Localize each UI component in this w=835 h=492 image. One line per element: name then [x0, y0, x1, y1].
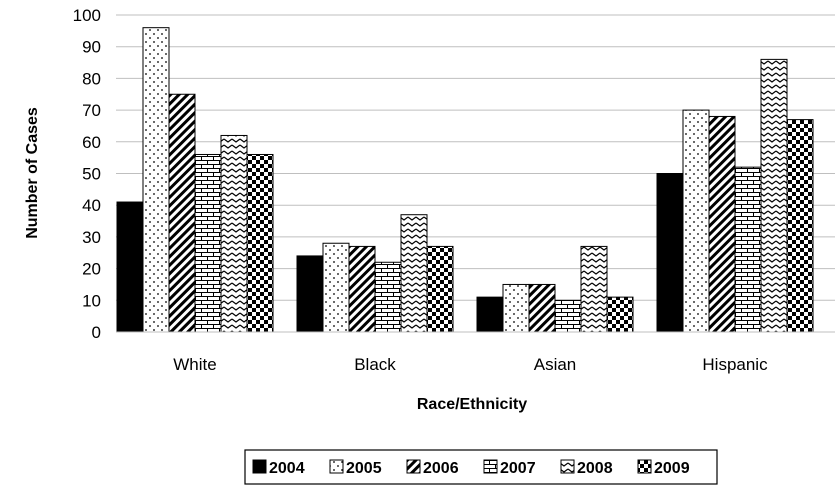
bar-white-2004: [116, 201, 144, 333]
y-axis-ticks: 0 10 20 30 40 50 60 70 80 90 100: [73, 6, 101, 342]
bar-white-2009: [246, 153, 274, 333]
legend: 2004 2005 2006 2007 2008 2009: [244, 449, 718, 485]
legend-label-2005: 2005: [346, 460, 382, 477]
bar-asian-2006: [528, 283, 556, 333]
bar-black-2005: [322, 242, 350, 333]
x-tick-label: White: [173, 355, 216, 374]
legend-swatch-2009: [637, 459, 652, 474]
legend-swatch-2005: [329, 459, 344, 474]
bar-hispanic-2004: [656, 173, 684, 333]
y-tick-label: 10: [82, 291, 101, 310]
y-tick-label: 60: [82, 133, 101, 152]
bar-asian-2009: [606, 296, 634, 333]
y-tick-label: 80: [82, 69, 101, 88]
x-tick-label: Asian: [534, 355, 577, 374]
legend-label-2009: 2009: [654, 460, 690, 477]
bar-white-2008: [220, 134, 248, 333]
legend-swatch-2007: [483, 459, 498, 474]
bar-hispanic-2005: [682, 109, 710, 333]
legend-swatch-2006: [406, 459, 421, 474]
legend-label-2007: 2007: [500, 460, 536, 477]
legend-label-2008: 2008: [577, 460, 613, 477]
y-tick-label: 90: [82, 38, 101, 57]
bar-asian-2005: [502, 283, 530, 333]
x-axis-title: Race/Ethnicity: [417, 396, 527, 413]
x-tick-label: Hispanic: [702, 355, 768, 374]
bar-white-2006: [168, 93, 196, 333]
bar-black-2008: [400, 214, 428, 333]
y-tick-label: 0: [92, 323, 101, 342]
bar-white-2007: [194, 153, 222, 333]
bar-black-2007: [374, 261, 402, 333]
y-tick-label: 50: [82, 165, 101, 184]
y-axis-title: Number of Cases: [24, 107, 41, 239]
legend-swatch-2008: [560, 459, 575, 474]
bar-asian-2004: [476, 296, 504, 333]
y-tick-label: 40: [82, 196, 101, 215]
y-tick-label: 100: [73, 6, 101, 25]
x-tick-label: Black: [354, 355, 396, 374]
bar-black-2006: [348, 245, 376, 333]
bar-black-2009: [426, 245, 454, 333]
legend-label-2006: 2006: [423, 460, 459, 477]
bar-asian-2007: [554, 299, 582, 333]
legend-label-2004: 2004: [269, 460, 305, 477]
bar-hispanic-2006: [708, 115, 736, 333]
bar-hispanic-2008: [760, 58, 788, 333]
bar-hispanic-2009: [786, 119, 814, 333]
legend-swatch-2004: [252, 459, 267, 474]
bars: [116, 27, 814, 333]
y-tick-label: 30: [82, 228, 101, 247]
y-tick-label: 70: [82, 101, 101, 120]
bar-hispanic-2007: [734, 166, 762, 333]
bar-white-2005: [142, 27, 170, 333]
x-axis-ticks: White Black Asian Hispanic: [173, 355, 768, 374]
y-tick-label: 20: [82, 260, 101, 279]
bar-asian-2008: [580, 245, 608, 333]
bar-black-2004: [296, 255, 324, 333]
